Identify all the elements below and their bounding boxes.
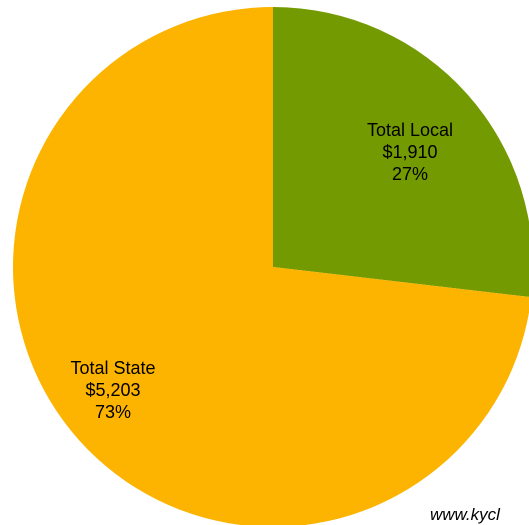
slice-value-total-local: $1,910 [382, 142, 438, 162]
slice-label-total-local: Total Local $1,910 27% [345, 119, 475, 185]
pie-slice-total-state [13, 7, 529, 525]
slice-name-total-local: Total Local [366, 120, 454, 140]
slice-label-total-state: Total State $5,203 73% [48, 357, 178, 423]
slice-name-total-state: Total State [70, 358, 156, 378]
slice-percent-total-state: 73% [94, 402, 132, 422]
source-watermark: www.kycl [430, 505, 500, 524]
slice-value-total-state: $5,203 [85, 380, 141, 400]
slice-percent-total-local: 27% [391, 164, 429, 184]
pie-slice-total-local [273, 7, 529, 297]
